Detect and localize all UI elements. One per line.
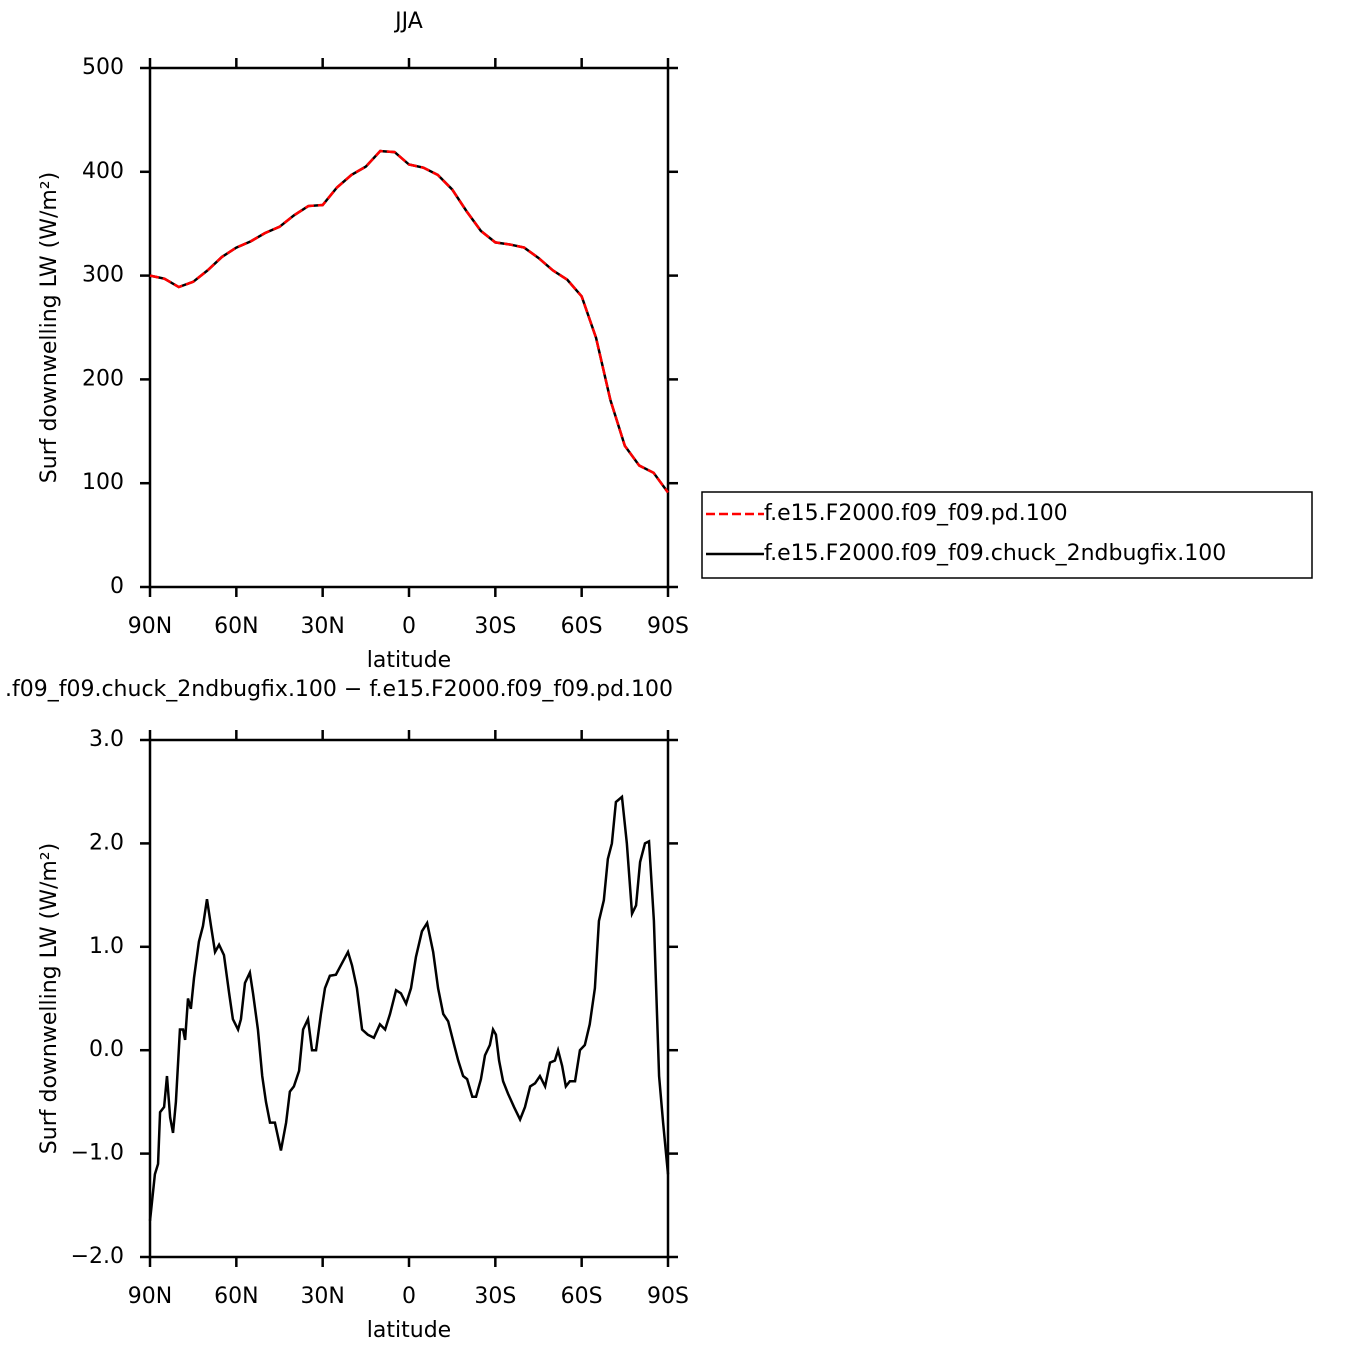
x-tick-label: 60N (214, 614, 258, 639)
panel: .f09_f09.chuck_2ndbugfix.100 − f.e15.F20… (5, 677, 689, 1343)
legend-label: f.e15.F2000.f09_f09.chuck_2ndbugfix.100 (764, 541, 1226, 566)
x-tick-label: 60N (214, 1284, 258, 1309)
x-tick-label: 90N (128, 1284, 172, 1309)
chart-title: JJA (393, 9, 423, 34)
x-tick-label: 90N (128, 614, 172, 639)
y-tick-label: 0.0 (89, 1037, 124, 1062)
y-tick-label: 1.0 (89, 934, 124, 959)
x-tick-label: 30S (474, 1284, 516, 1309)
y-tick-label: 100 (82, 470, 124, 495)
chart-title: .f09_f09.chuck_2ndbugfix.100 − f.e15.F20… (5, 677, 673, 702)
x-tick-label: 0 (402, 1284, 416, 1309)
legend-box (701, 491, 1313, 579)
x-axis-label: latitude (367, 1318, 451, 1343)
y-axis-label: Surf downwelling LW (W/m²) (37, 843, 62, 1154)
x-tick-label: 0 (402, 614, 416, 639)
plot-frame (148, 738, 670, 1259)
data-line (148, 794, 670, 1221)
y-tick-label: 300 (82, 263, 124, 288)
x-tick-label: 90S (647, 614, 689, 639)
legend-label: f.e15.F2000.f09_f09.pd.100 (764, 501, 1068, 526)
x-tick-label: 30S (474, 614, 516, 639)
x-axis-label: latitude (367, 648, 451, 673)
x-tick-label: 60S (561, 1284, 603, 1309)
y-tick-label: −1.0 (71, 1141, 124, 1166)
y-tick-label: 200 (82, 366, 124, 391)
y-tick-label: 500 (82, 55, 124, 80)
panel: JJA latitude Surf downwelling LW (W/m²) 0 10… (37, 9, 1313, 673)
data-line (149, 149, 670, 494)
y-tick-label: 0 (110, 574, 124, 599)
x-tick-label: 30N (300, 1284, 344, 1309)
y-tick-label: 2.0 (89, 830, 124, 855)
y-tick-label: 3.0 (89, 727, 124, 752)
y-tick-label: 400 (82, 159, 124, 184)
x-tick-label: 90S (647, 1284, 689, 1309)
y-axis-label: Surf downwelling LW (W/m²) (37, 172, 62, 483)
y-tick-label: −2.0 (71, 1244, 124, 1269)
x-tick-label: 30N (300, 614, 344, 639)
x-tick-label: 60S (561, 614, 603, 639)
plot-frame (148, 66, 670, 589)
